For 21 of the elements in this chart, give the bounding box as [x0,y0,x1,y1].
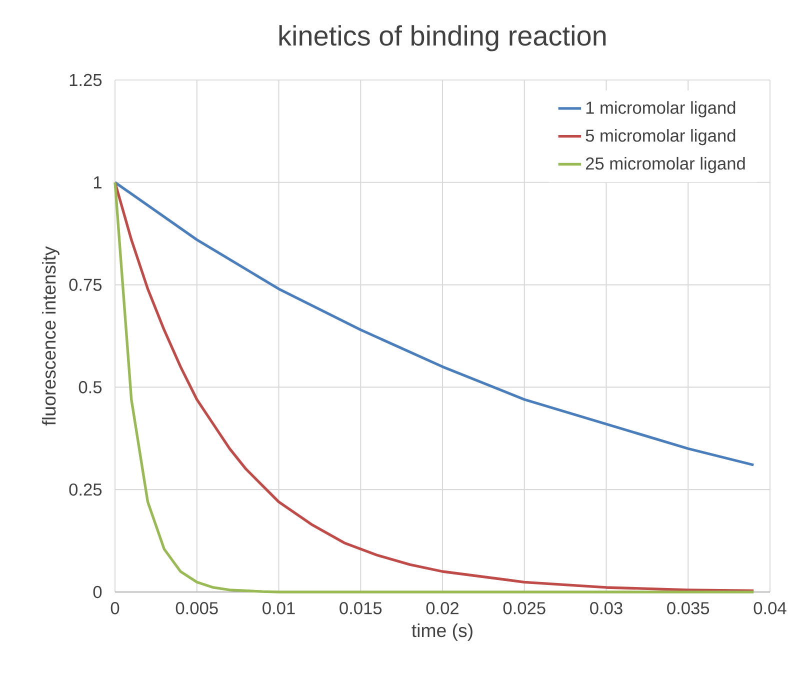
y-axis-title: fluorescence intensity [42,246,60,426]
x-tick-label: 0.03 [590,602,622,614]
y-tick-label: 0 [93,586,102,598]
x-tick-label: 0.015 [340,602,382,614]
y-tick-label: 0.25 [69,483,102,496]
x-tick-label: 0.025 [503,602,546,614]
legend-label: 5 micromolar ligand [586,129,736,146]
x-tick-label: 0.035 [667,602,710,614]
x-tick-label: 0.04 [754,602,786,614]
x-tick-label: 0.02 [426,602,458,614]
y-tick-label: 0.75 [69,278,102,291]
legend-label: 1 micromolar ligand [586,101,736,118]
x-tick-label: 0.01 [262,602,295,614]
chart-title: kinetics of binding reaction [279,25,606,52]
y-tick-label: 0.5 [78,381,102,394]
x-tick-label: 0 [110,602,120,614]
x-axis-title: time (s) [412,623,472,641]
x-tick-label: 0.005 [176,602,218,614]
legend-label: 25 micromolar ligand [586,156,745,174]
y-tick-label: 1.25 [70,74,102,86]
y-tick-label: 1 [94,176,102,188]
